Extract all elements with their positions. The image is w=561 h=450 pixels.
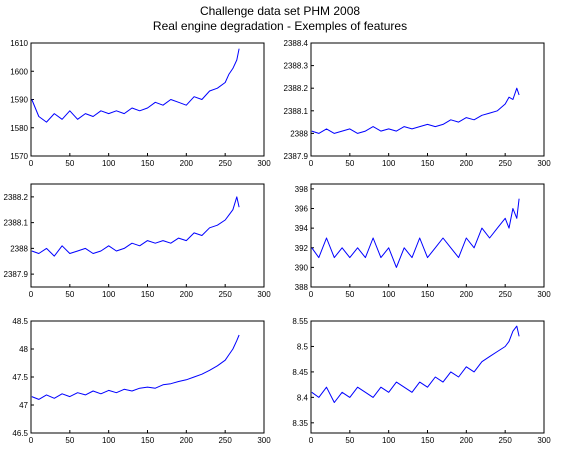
x-tick-label: 200 (180, 436, 194, 445)
x-tick-label: 100 (102, 159, 116, 168)
y-tick-label: 46.5 (12, 429, 28, 438)
x-tick-label: 100 (382, 290, 396, 299)
y-tick-label: 392 (295, 244, 309, 253)
y-tick-label: 396 (295, 205, 309, 214)
x-tick-label: 50 (65, 159, 74, 168)
x-tick-label: 0 (309, 436, 314, 445)
x-tick-label: 150 (421, 290, 435, 299)
y-tick-label: 2387.9 (4, 270, 29, 279)
y-tick-label: 8.55 (292, 317, 308, 326)
plot-frame (30, 42, 265, 157)
x-tick-label: 0 (309, 159, 314, 168)
series-line-1 (31, 48, 240, 123)
y-tick-label: 2388.2 (4, 193, 29, 202)
y-tick-label: 47.5 (12, 373, 28, 382)
series-line-1 (311, 198, 520, 268)
x-tick-label: 250 (218, 290, 232, 299)
subplot-row3-right: 0 50 100 150 200 250 300 8.35 8.4 8.45 8.5 8.55 (292, 317, 551, 445)
series-line-1 (311, 325, 520, 403)
y-tick-label: 2388 (290, 129, 308, 138)
x-tick-label: 200 (460, 159, 474, 168)
x-tick-label: 100 (382, 159, 396, 168)
x-tick-label: 50 (65, 436, 74, 445)
x-tick-label: 0 (29, 290, 34, 299)
x-tick-label: 300 (537, 436, 551, 445)
y-tick-label: 1590 (10, 96, 28, 105)
y-tick-label: 1600 (10, 67, 28, 76)
y-tick-label: 1570 (10, 152, 28, 161)
subplot-row2-right: 0 50 100 150 200 250 300 388 390 392 394 396 398 (295, 183, 551, 299)
subplot-row1-left: 0 50 100 150 200 250 300 1570 1580 1590 1600 1610 (10, 39, 271, 168)
figure-title-line1: Challenge data set PHM 2008 (200, 4, 360, 18)
x-tick-label: 300 (257, 159, 271, 168)
y-tick-label: 2388.4 (284, 39, 309, 48)
x-tick-label: 0 (29, 436, 34, 445)
x-tick-label: 100 (382, 436, 396, 445)
y-tick-label: 1610 (10, 39, 28, 48)
x-tick-label: 250 (498, 290, 512, 299)
x-tick-label: 150 (141, 159, 155, 168)
x-tick-label: 300 (257, 436, 271, 445)
x-tick-label: 250 (218, 436, 232, 445)
x-tick-label: 150 (421, 436, 435, 445)
y-tick-label: 394 (295, 224, 309, 233)
x-tick-label: 200 (180, 290, 194, 299)
series-line-1 (31, 196, 240, 257)
y-tick-label: 47 (19, 401, 28, 410)
x-tick-label: 50 (345, 159, 354, 168)
y-tick-label: 398 (295, 185, 309, 194)
x-tick-label: 150 (141, 290, 155, 299)
y-tick-label: 2388.2 (284, 84, 309, 93)
y-tick-label: 8.35 (292, 419, 308, 428)
subplot-row1-right: 0 50 100 150 200 250 300 2387.9 2388 2388.1 2388.2… (284, 39, 552, 168)
subplot-row3-left: 0 50 100 150 200 250 300 46.5 47 47.5 48 48.5 (12, 317, 271, 445)
x-tick-label: 300 (537, 159, 551, 168)
plot-frame (310, 183, 545, 288)
y-tick-label: 2388.3 (284, 62, 309, 71)
x-tick-label: 250 (498, 436, 512, 445)
x-tick-label: 100 (102, 436, 116, 445)
plot-frame (310, 42, 545, 157)
y-tick-label: 8.4 (297, 393, 309, 402)
y-tick-label: 8.5 (297, 342, 309, 351)
figure-title-line2: Real engine degradation - Exemples of fe… (153, 19, 407, 33)
plot-frame (310, 320, 545, 434)
x-tick-label: 150 (141, 436, 155, 445)
x-tick-label: 200 (460, 436, 474, 445)
x-tick-label: 300 (257, 290, 271, 299)
x-tick-label: 50 (65, 290, 74, 299)
x-tick-label: 0 (29, 159, 34, 168)
y-tick-label: 2388 (10, 244, 28, 253)
x-tick-label: 200 (460, 290, 474, 299)
x-tick-label: 150 (421, 159, 435, 168)
subplot-row2-left: 0 50 100 150 200 250 300 2387.9 2388 2388.1 2388.2 (4, 183, 271, 299)
x-tick-label: 100 (102, 290, 116, 299)
series-line-1 (31, 334, 240, 400)
x-tick-label: 50 (345, 290, 354, 299)
x-tick-label: 50 (345, 436, 354, 445)
subplot-grid: 0 50 100 150 200 250 300 1570 1580 1590 1600 1610 0 5… (4, 39, 552, 445)
x-tick-label: 250 (498, 159, 512, 168)
x-tick-label: 200 (180, 159, 194, 168)
plot-frame (30, 183, 265, 288)
plot-frame (30, 320, 265, 434)
x-tick-label: 300 (537, 290, 551, 299)
x-tick-label: 250 (218, 159, 232, 168)
y-tick-label: 388 (295, 283, 309, 292)
y-tick-label: 48.5 (12, 317, 28, 326)
y-tick-label: 2388.1 (4, 219, 29, 228)
x-tick-label: 0 (309, 290, 314, 299)
y-tick-label: 48 (19, 345, 28, 354)
y-tick-label: 2387.9 (284, 152, 309, 161)
y-tick-label: 2388.1 (284, 107, 309, 116)
series-line-1 (311, 87, 520, 134)
y-tick-label: 390 (295, 263, 309, 272)
y-tick-label: 1580 (10, 124, 28, 133)
y-tick-label: 8.45 (292, 368, 308, 377)
